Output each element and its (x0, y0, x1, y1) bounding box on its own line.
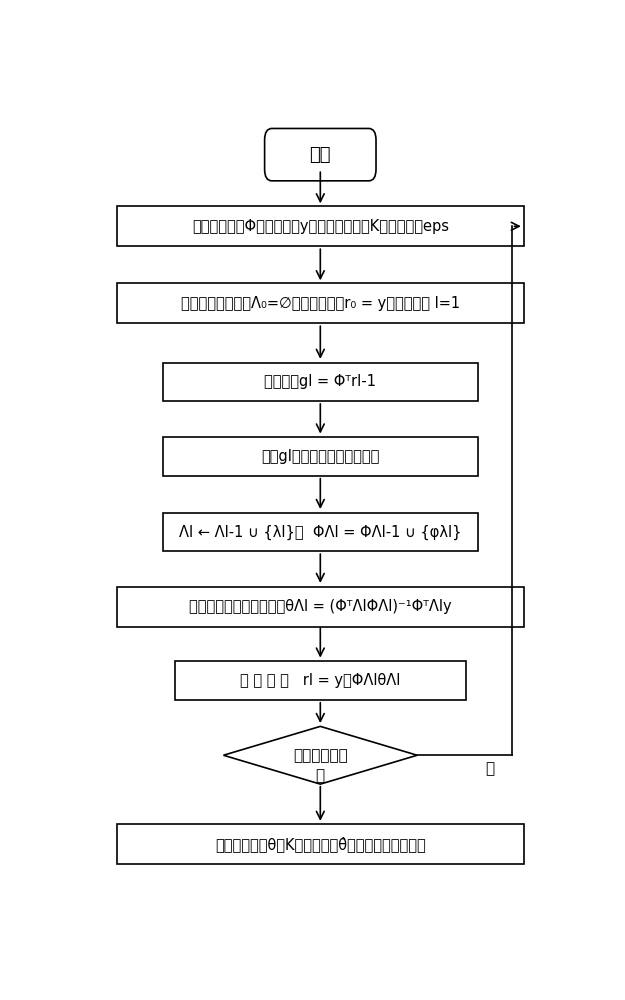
Bar (117, 824, 524, 864)
Bar (117, 587, 524, 627)
Text: 输入字典矩阵Φ，观测向量y，稀疏度估计值K，收敛条件eps: 输入字典矩阵Φ，观测向量y，稀疏度估计值K，收敛条件eps (192, 219, 449, 234)
Text: 判断是否收敛: 判断是否收敛 (293, 748, 348, 763)
Bar (163, 363, 478, 401)
Text: 更 新 误 差   rl = y－ΦΛlθΛl: 更 新 误 差 rl = y－ΦΛlθΛl (240, 673, 401, 688)
Bar (163, 437, 478, 476)
Text: 利用最小二乘求得近似解θΛl = (ΦᵀΛlΦΛl)⁻¹ΦᵀΛly: 利用最小二乘求得近似解θΛl = (ΦᵀΛlΦΛl)⁻¹ΦᵀΛly (189, 599, 452, 614)
Text: 是: 是 (316, 769, 325, 784)
Bar (117, 206, 524, 246)
Text: 否: 否 (485, 761, 494, 776)
Polygon shape (224, 726, 418, 784)
Text: Λl ← Λl-1 ∪ {λl}，  ΦΛl = ΦΛl-1 ∪ {φλl}: Λl ← Λl-1 ∪ {λl}， ΦΛl = ΦΛl-1 ∪ {φλl} (179, 524, 461, 540)
Bar (117, 283, 524, 323)
Bar (175, 661, 466, 700)
Text: 结果稀疏系数θ的K稀疏逼近值θ̂，重构后的行波信号: 结果稀疏系数θ的K稀疏逼近值θ̂，重构后的行波信号 (215, 836, 426, 852)
Text: 计算内积gl = ΦᵀrI-1: 计算内积gl = ΦᵀrI-1 (264, 374, 376, 389)
FancyBboxPatch shape (264, 128, 376, 181)
Bar (163, 513, 478, 551)
Text: 找出gl中元素最大的位置索引: 找出gl中元素最大的位置索引 (261, 449, 379, 464)
Text: 初始化基向量索引Λ₀=∅，剩余误差量r₀ = y，循环次数 l=1: 初始化基向量索引Λ₀=∅，剩余误差量r₀ = y，循环次数 l=1 (181, 296, 460, 311)
Text: 开始: 开始 (309, 146, 331, 164)
